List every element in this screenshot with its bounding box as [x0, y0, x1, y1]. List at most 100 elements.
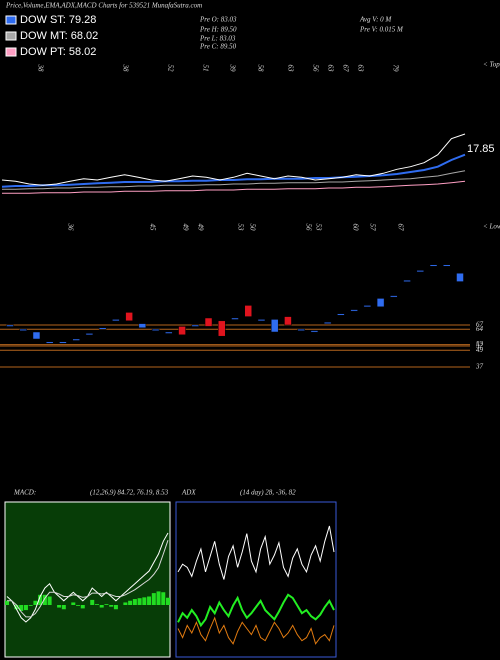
macd-bar — [61, 605, 66, 610]
top-number: 58 — [256, 65, 264, 73]
macd-bar — [156, 591, 161, 605]
macd-bar — [161, 592, 166, 605]
candle — [403, 279, 411, 282]
legend-label: DOW MT: 68.02 — [20, 30, 98, 42]
legend-label: DOW ST: 79.28 — [20, 14, 96, 26]
macd-bar — [109, 605, 114, 607]
macd-bar — [57, 605, 62, 608]
macd-bar — [137, 598, 142, 605]
macd-bar — [23, 605, 28, 611]
candle — [32, 331, 41, 340]
candle — [112, 319, 120, 322]
macd-bar — [33, 600, 38, 605]
price-info: Pre H: 89.50 — [199, 26, 237, 34]
price-info: Pre V: 0.015 M — [359, 26, 404, 34]
top-number: 51 — [201, 65, 209, 72]
candle — [165, 331, 173, 334]
candle — [19, 328, 27, 331]
macd-bar — [147, 596, 152, 605]
lows-label: < Lows — [483, 223, 500, 231]
candle — [416, 270, 425, 273]
low-number: 57 — [368, 224, 376, 232]
macd-bar — [166, 597, 170, 605]
legend-label: DOW PT: 58.02 — [20, 46, 96, 58]
price-info: Pre L: 83.03 — [199, 35, 236, 43]
macd-bar — [99, 605, 104, 608]
candle — [125, 312, 133, 322]
level-label: 67 — [476, 321, 484, 329]
candle — [284, 316, 292, 326]
level-label: 53 — [476, 340, 484, 348]
low-number: 67 — [396, 224, 404, 232]
low-number: 53 — [314, 224, 322, 232]
candle — [98, 327, 107, 330]
macd-bar — [5, 600, 9, 605]
level-label: 49 — [476, 346, 484, 354]
top-number: 63 — [286, 65, 294, 73]
candle — [257, 319, 266, 322]
candle — [270, 319, 279, 333]
macd-title: MACD: — [13, 489, 36, 497]
adx-subtitle: (14 day) 28, -36, 82 — [240, 489, 296, 497]
top-number: 56 — [311, 65, 319, 73]
macd-bar — [94, 604, 99, 605]
price-line — [1, 153, 466, 188]
macd-subtitle: (12,26,9) 84.72, 76.19, 8.53 — [90, 489, 169, 497]
top-number: 38 — [36, 64, 44, 73]
adx-title: ADX — [181, 489, 196, 497]
level-label: 52 — [476, 342, 484, 350]
legend-swatch — [5, 47, 17, 57]
adx-line — [177, 593, 335, 628]
candle — [45, 341, 54, 344]
top-number: 63 — [326, 65, 334, 73]
candle — [85, 333, 94, 336]
low-number: 60 — [351, 224, 359, 232]
macd-bar — [90, 599, 95, 605]
candle — [363, 305, 372, 308]
low-number: 50 — [248, 224, 256, 232]
candle — [323, 321, 332, 324]
macd-bar — [42, 594, 47, 605]
macd-bar — [113, 605, 118, 610]
low-number: 56 — [304, 224, 312, 232]
candle — [178, 326, 186, 336]
candle — [390, 295, 398, 298]
candle — [6, 324, 14, 327]
low-number: 49 — [196, 224, 204, 232]
price-line — [2, 180, 466, 194]
candle — [244, 305, 252, 317]
candle — [337, 313, 345, 316]
candle — [204, 317, 213, 327]
candle — [310, 330, 319, 333]
macd-line — [7, 540, 169, 618]
legend-swatch — [5, 31, 17, 41]
macd-bar — [80, 605, 85, 609]
candle — [376, 298, 385, 308]
macd-bar — [28, 605, 33, 606]
top-number: 39 — [228, 64, 236, 73]
adx-panel — [175, 501, 337, 658]
price-line — [2, 170, 466, 190]
macd-bar — [123, 602, 128, 605]
candle — [72, 338, 80, 341]
top-number: 63 — [356, 65, 364, 73]
adx-line — [177, 616, 335, 645]
top-number: 38 — [121, 64, 129, 73]
candle — [429, 264, 438, 267]
legend-swatch — [5, 15, 17, 25]
candle — [297, 328, 305, 331]
candle — [59, 341, 67, 344]
tops-label: < Tops — [483, 61, 500, 69]
price-info: Pre C: 89.50 — [199, 43, 237, 51]
macd-bar — [38, 594, 43, 605]
level-label: 64 — [476, 325, 484, 333]
candle — [350, 309, 358, 312]
macd-bar — [128, 600, 133, 605]
price-info: Avg V: 0 M — [359, 16, 392, 24]
low-number: 45 — [148, 224, 156, 232]
candle — [231, 317, 239, 320]
macd-bar — [14, 605, 19, 610]
low-number: 36 — [66, 223, 74, 232]
adx-line — [177, 525, 335, 580]
